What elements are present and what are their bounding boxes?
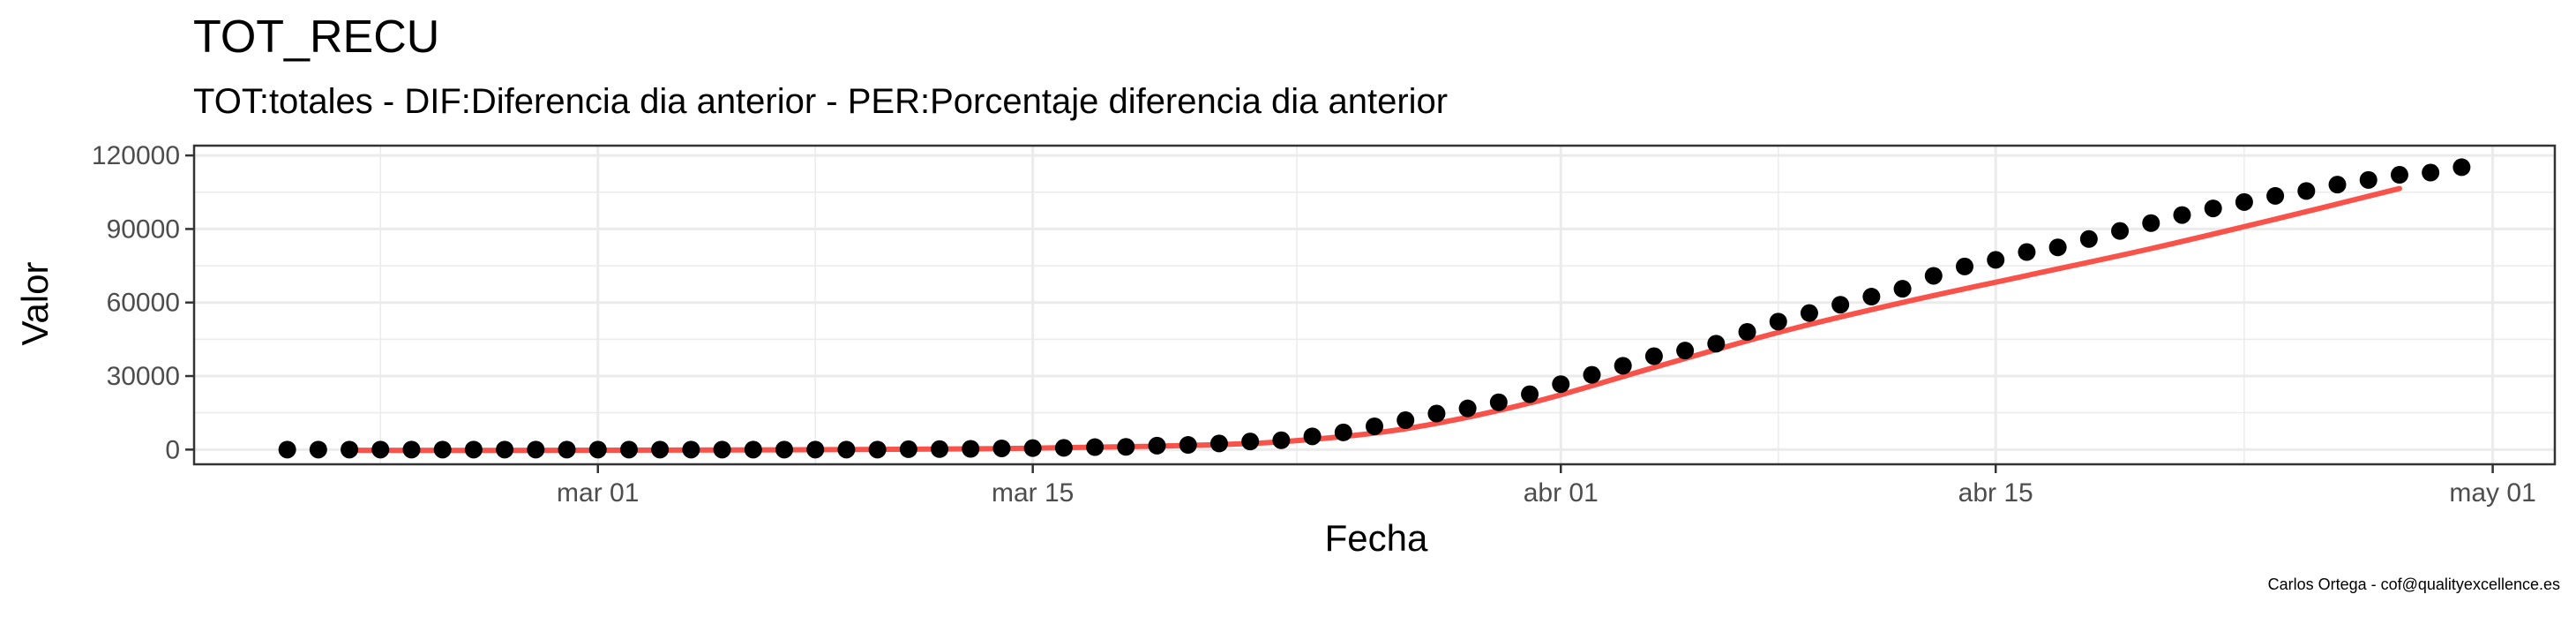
data-point [464, 440, 483, 459]
data-point [2390, 166, 2408, 184]
data-point [2142, 214, 2160, 232]
data-point [1148, 436, 1166, 455]
data-point [713, 440, 731, 459]
data-point [2173, 206, 2191, 224]
y-axis-title: Valor [14, 262, 56, 346]
data-point [2266, 186, 2285, 205]
data-point [1831, 296, 1850, 314]
data-point [962, 440, 980, 458]
data-point [2328, 176, 2347, 194]
data-point [651, 440, 670, 459]
x-axis: mar 01 mar 15 abr 01 abr 15 may 01 [557, 464, 2536, 508]
data-point [1893, 280, 1912, 298]
data-point [1676, 342, 1695, 360]
data-point [1489, 393, 1508, 411]
chart-caption: Carlos Ortega - cof@qualityexcellence.es [2268, 576, 2560, 593]
plot-panel-border [192, 144, 2557, 466]
data-point [371, 440, 390, 459]
data-point [433, 440, 452, 459]
data-point [1800, 304, 1818, 322]
y-tick-label: 60000 [107, 289, 180, 318]
data-point [1769, 312, 1787, 331]
y-tick-label: 0 [165, 435, 180, 464]
chart-title: TOT_RECU [193, 11, 439, 63]
data-point [775, 440, 793, 459]
data-point [1209, 434, 1228, 453]
y-tick-label: 30000 [107, 362, 180, 391]
data-point [1521, 385, 1539, 403]
data-point [2018, 243, 2036, 261]
data-point [2048, 238, 2067, 257]
y-tick-label: 120000 [92, 141, 180, 170]
data-point [2079, 229, 2098, 248]
x-tick-label: mar 15 [992, 478, 1074, 508]
data-point [1366, 417, 1383, 435]
data-point [837, 440, 856, 459]
data-point [1054, 439, 1073, 457]
data-point [588, 440, 607, 459]
data-point [868, 440, 887, 459]
data-point [1458, 399, 1477, 418]
data-point [496, 440, 514, 459]
data-point [2235, 192, 2253, 211]
data-point [744, 440, 762, 459]
data-point [1334, 423, 1352, 441]
data-point [1117, 438, 1135, 456]
data-point [1738, 323, 1756, 342]
data-point [619, 440, 638, 459]
data-point [2111, 222, 2130, 240]
x-tick-label: mar 01 [557, 478, 639, 508]
x-tick-label: may 01 [2449, 478, 2535, 508]
y-tick-label: 90000 [107, 214, 180, 244]
data-point [1552, 375, 1570, 394]
data-point [1179, 436, 1197, 455]
data-point [341, 440, 359, 459]
data-point [992, 439, 1011, 457]
data-point [1427, 404, 1446, 423]
data-point [1241, 433, 1260, 451]
data-points [278, 158, 2471, 459]
data-point [527, 440, 545, 459]
grid-minor [194, 146, 2555, 464]
plot-panel [194, 146, 2555, 464]
data-point [1272, 431, 1291, 449]
data-point [1644, 347, 1663, 365]
data-point [806, 440, 825, 459]
data-point [309, 440, 327, 459]
x-axis-title: Fecha [1325, 517, 1428, 559]
grid-major [194, 146, 2555, 464]
data-point [558, 440, 576, 459]
data-point [2359, 170, 2378, 189]
data-point [1614, 357, 1632, 375]
chart-subtitle: TOT:totales - DIF:Diferencia dia anterio… [193, 82, 1448, 121]
data-point [1086, 438, 1105, 456]
data-point [278, 440, 296, 459]
data-point [2297, 182, 2316, 200]
data-point [1956, 257, 1973, 275]
data-point [1023, 439, 1042, 457]
data-point [1924, 267, 1943, 285]
x-tick-label: abr 15 [1958, 478, 2033, 508]
data-point [931, 440, 949, 458]
data-point [2204, 199, 2222, 218]
data-point [402, 440, 421, 459]
data-point [2452, 158, 2471, 177]
data-point [899, 440, 917, 458]
data-point [1397, 411, 1415, 430]
data-point [682, 440, 700, 459]
data-point [1707, 335, 1726, 353]
data-point [1303, 427, 1322, 446]
data-point [1987, 251, 2005, 269]
x-tick-label: abr 01 [1524, 478, 1599, 508]
data-point [1583, 365, 1601, 384]
data-point [1862, 288, 1881, 306]
data-point [2422, 163, 2440, 182]
y-axis: 0 30000 60000 90000 120000 [92, 141, 194, 464]
